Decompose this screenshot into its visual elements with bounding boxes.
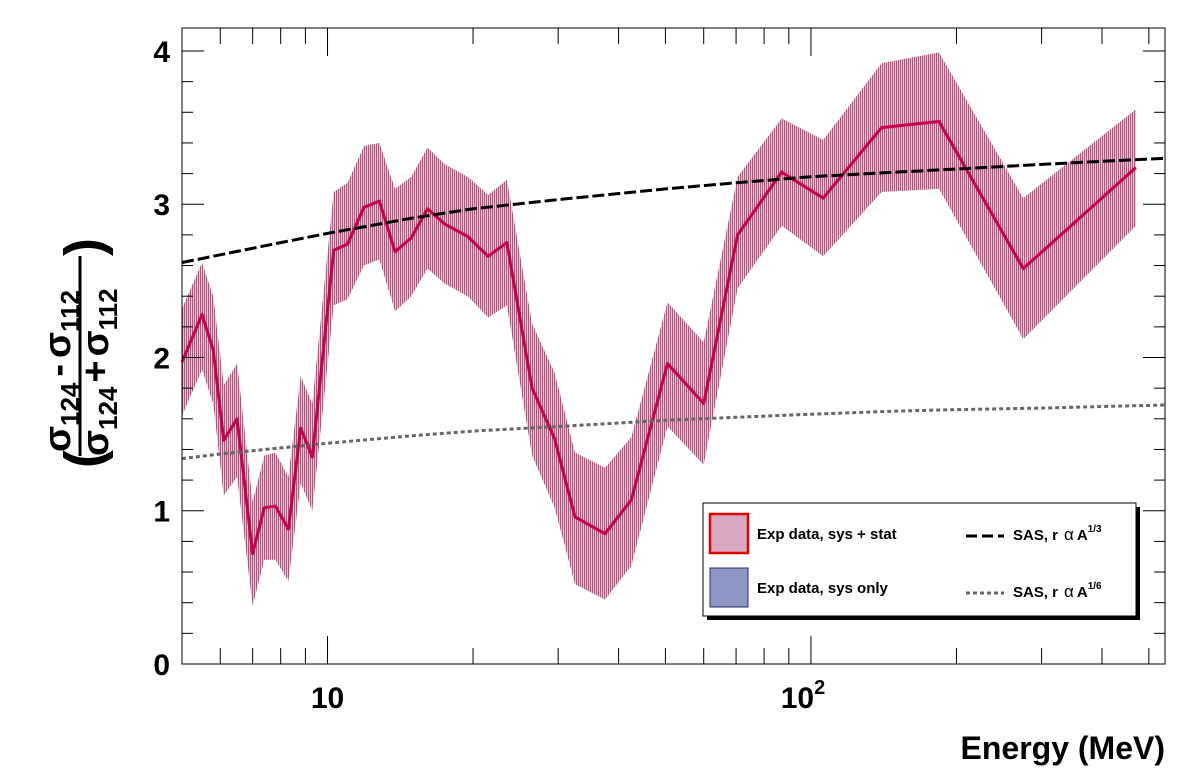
band-exp_sys_stat (182, 52, 1136, 606)
y-tick-label: 1 (153, 496, 170, 529)
legend-swatch-sys-only (709, 567, 749, 608)
x-axis-label: Energy (MeV) (961, 730, 1165, 766)
y-axis-label: ( σ124-σ112 σ124+σ112 ) (37, 238, 123, 468)
line-sas_sixth (181, 403, 1166, 461)
line-exp_sys_stat (180, 120, 1137, 556)
y-tick-label: 2 (153, 342, 170, 375)
y-label-denominator: σ124+σ112 (75, 288, 123, 456)
y-label-close-paren: ) (54, 238, 114, 256)
y-tick-label: 3 (153, 189, 170, 222)
x-tick-label: 102 (781, 677, 826, 715)
y-label-open-paren: ( (54, 450, 114, 468)
y-label-numerator: σ124-σ112 (37, 290, 85, 452)
y-tick-label: 0 (153, 649, 170, 682)
x-tick-label: 10 (311, 682, 344, 715)
legend-box (702, 502, 1137, 617)
y-tick-label: 4 (153, 36, 170, 69)
plot-area-border (181, 27, 1166, 665)
uncertainty-band (182, 52, 1136, 606)
legend-label-sas-third: SAS, r α A1/3 (1013, 524, 1102, 544)
line-sas_third (181, 156, 1166, 264)
tick-labels: 0 1 2 3 4 10 102 (153, 36, 825, 715)
tick-marks (181, 28, 1165, 665)
legend-label-sys-only: Exp data, sys only (757, 580, 889, 597)
plot-frame (181, 27, 1166, 665)
legend-label-sys-stat: Exp data, sys + stat (757, 526, 897, 543)
legend-label-sas-sixth: SAS, r α A1/6 (1013, 581, 1102, 601)
legend: Exp data, sys + stat Exp data, sys only … (702, 502, 1140, 620)
series-lines (180, 120, 1166, 556)
legend-swatch-sys-stat (708, 512, 750, 555)
